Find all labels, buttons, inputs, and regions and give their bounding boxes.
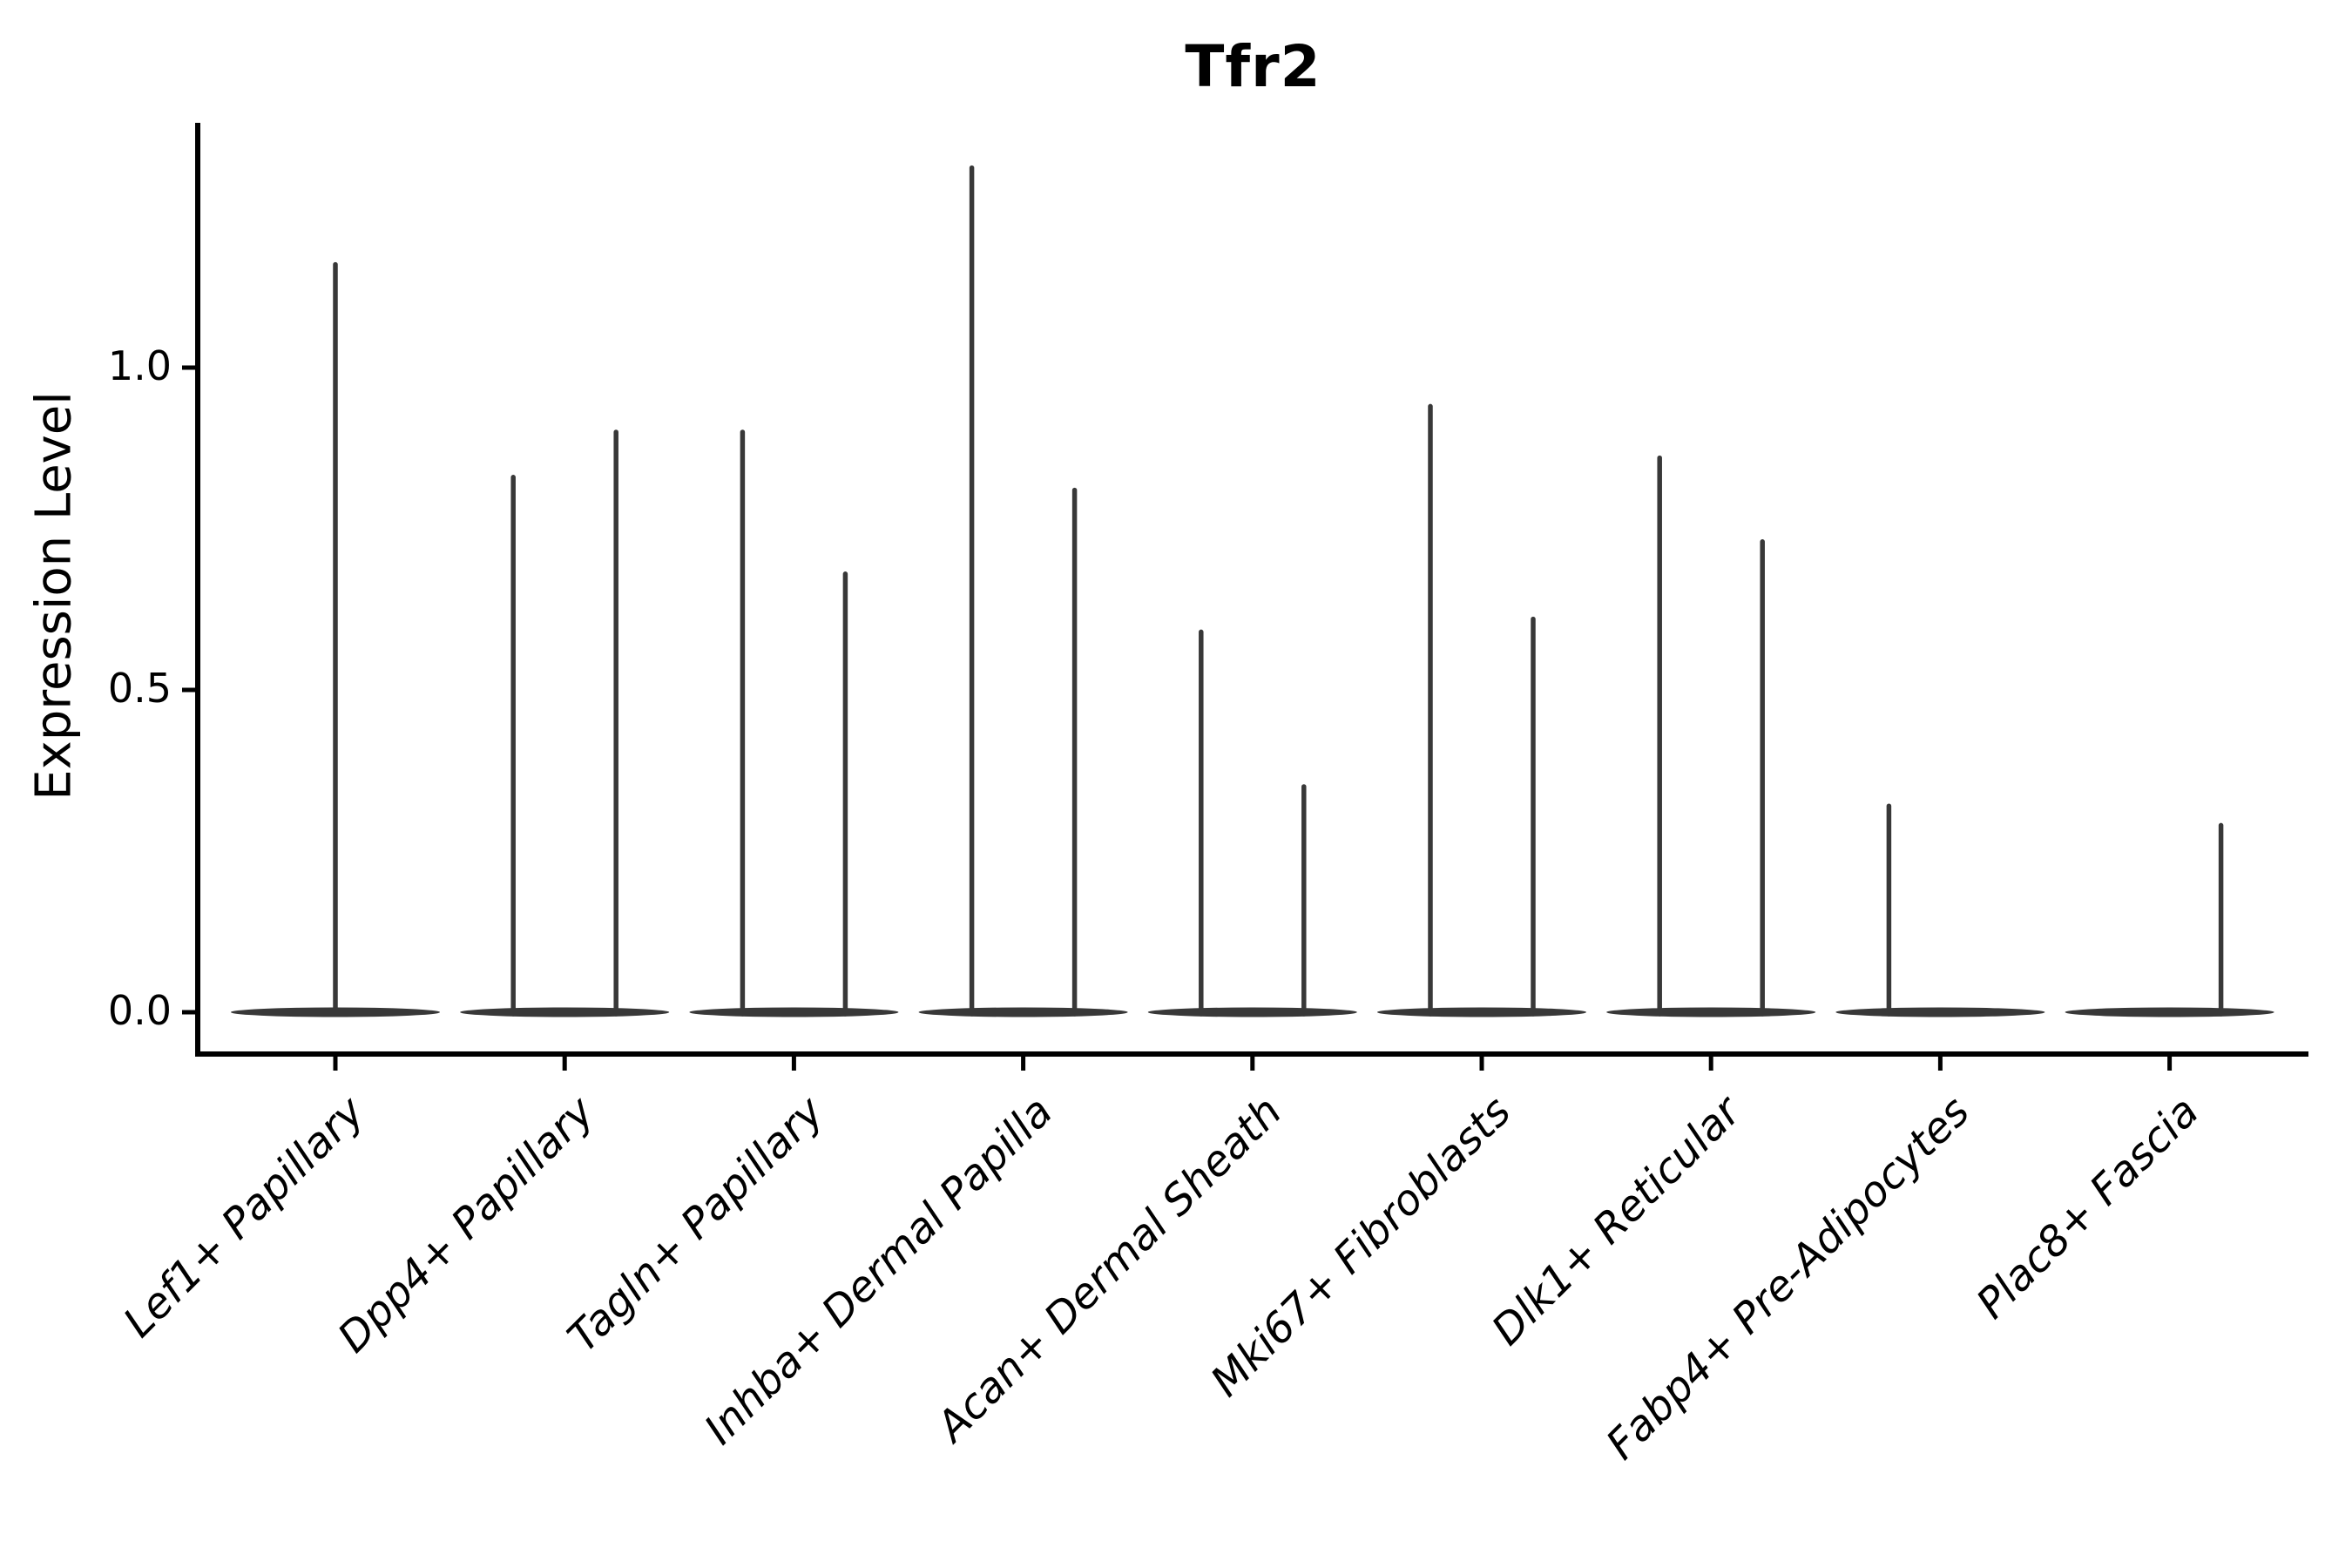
violin-base (2065, 1007, 2274, 1017)
violin-base (460, 1007, 670, 1017)
violin-base (1147, 1007, 1357, 1017)
y-tick-label: 0.0 (107, 986, 172, 1034)
violin-base (1835, 1007, 2045, 1017)
violin-base (918, 1007, 1128, 1017)
violin-base (1377, 1007, 1586, 1017)
y-tick-label: 1.0 (107, 341, 172, 389)
y-tick-label: 0.5 (107, 664, 172, 712)
plot-title: Tfr2 (1185, 33, 1321, 100)
violin-base (689, 1007, 899, 1017)
violin-base (1606, 1007, 1816, 1017)
